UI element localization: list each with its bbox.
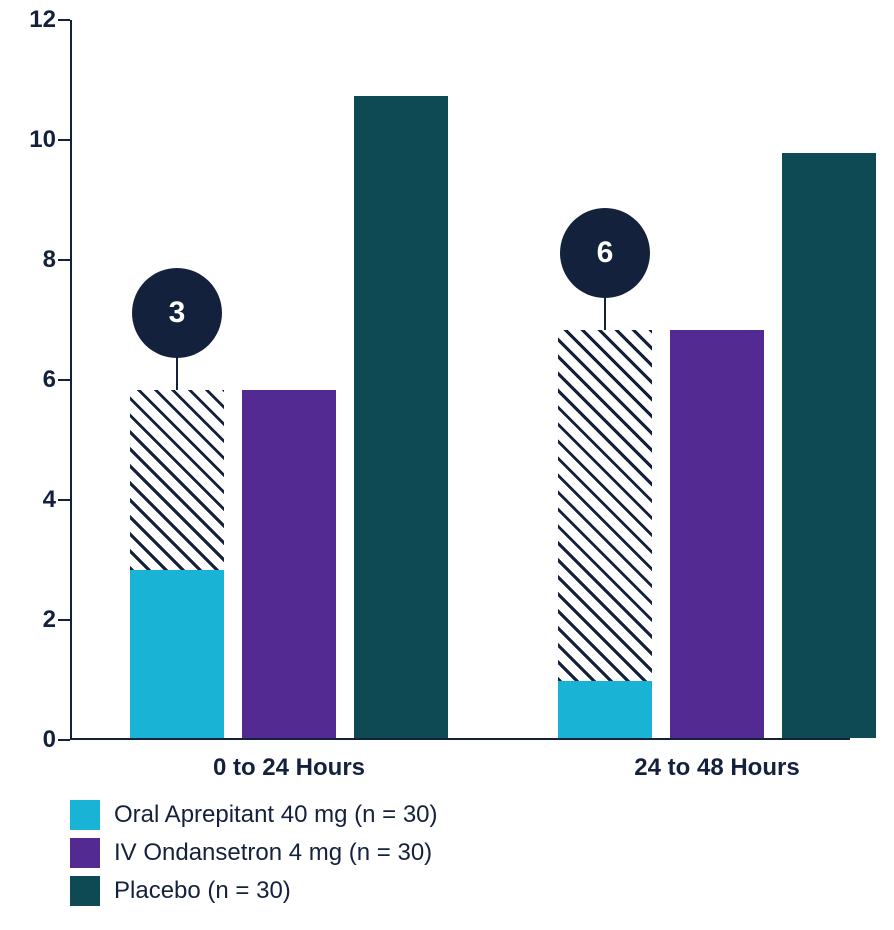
bar-hatched-aprepitant bbox=[130, 390, 224, 570]
y-tick-label: 10 bbox=[20, 126, 56, 154]
category-label: 24 to 48 Hours bbox=[558, 754, 876, 782]
legend-swatch bbox=[70, 838, 100, 868]
y-tick-label: 2 bbox=[20, 606, 56, 634]
bar-ondansetron bbox=[670, 330, 764, 738]
bar-chart: 02468101230 to 24 Hours624 to 48 Hours O… bbox=[0, 0, 894, 930]
y-tick bbox=[58, 499, 70, 501]
y-tick-label: 4 bbox=[20, 486, 56, 514]
y-tick bbox=[58, 619, 70, 621]
legend-label: Placebo (n = 30) bbox=[114, 877, 291, 905]
legend-label: Oral Aprepitant 40 mg (n = 30) bbox=[114, 801, 438, 829]
bar-aprepitant bbox=[558, 681, 652, 738]
y-axis bbox=[70, 20, 72, 740]
legend-item-aprepitant: Oral Aprepitant 40 mg (n = 30) bbox=[70, 800, 438, 830]
badge: 3 bbox=[132, 268, 222, 358]
y-tick bbox=[58, 379, 70, 381]
legend-item-ondansetron: IV Ondansetron 4 mg (n = 30) bbox=[70, 838, 438, 868]
legend-swatch bbox=[70, 800, 100, 830]
bar-hatched-aprepitant bbox=[558, 330, 652, 681]
bar-ondansetron bbox=[242, 390, 336, 738]
bar-aprepitant bbox=[130, 570, 224, 738]
y-tick-label: 6 bbox=[20, 366, 56, 394]
y-tick-label: 12 bbox=[20, 6, 56, 34]
y-tick bbox=[58, 739, 70, 741]
legend: Oral Aprepitant 40 mg (n = 30) IV Ondanse… bbox=[70, 800, 438, 914]
bar-placebo bbox=[354, 96, 448, 738]
y-tick bbox=[58, 139, 70, 141]
bar-placebo bbox=[782, 153, 876, 738]
x-axis bbox=[70, 738, 850, 740]
y-tick bbox=[58, 19, 70, 21]
legend-label: IV Ondansetron 4 mg (n = 30) bbox=[114, 839, 432, 867]
badge: 6 bbox=[560, 208, 650, 298]
plot-area: 02468101230 to 24 Hours624 to 48 Hours bbox=[70, 20, 850, 740]
category-label: 0 to 24 Hours bbox=[130, 754, 448, 782]
legend-swatch bbox=[70, 876, 100, 906]
legend-item-placebo: Placebo (n = 30) bbox=[70, 876, 438, 906]
y-tick-label: 8 bbox=[20, 246, 56, 274]
y-tick bbox=[58, 259, 70, 261]
y-tick-label: 0 bbox=[20, 726, 56, 754]
